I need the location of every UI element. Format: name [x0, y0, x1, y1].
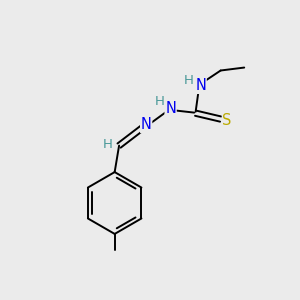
Text: H: H [103, 138, 113, 151]
Text: N: N [141, 118, 152, 133]
Text: N: N [195, 78, 206, 93]
Text: H: H [184, 74, 194, 87]
Text: N: N [165, 101, 176, 116]
Text: H: H [155, 95, 165, 108]
Text: S: S [223, 113, 232, 128]
